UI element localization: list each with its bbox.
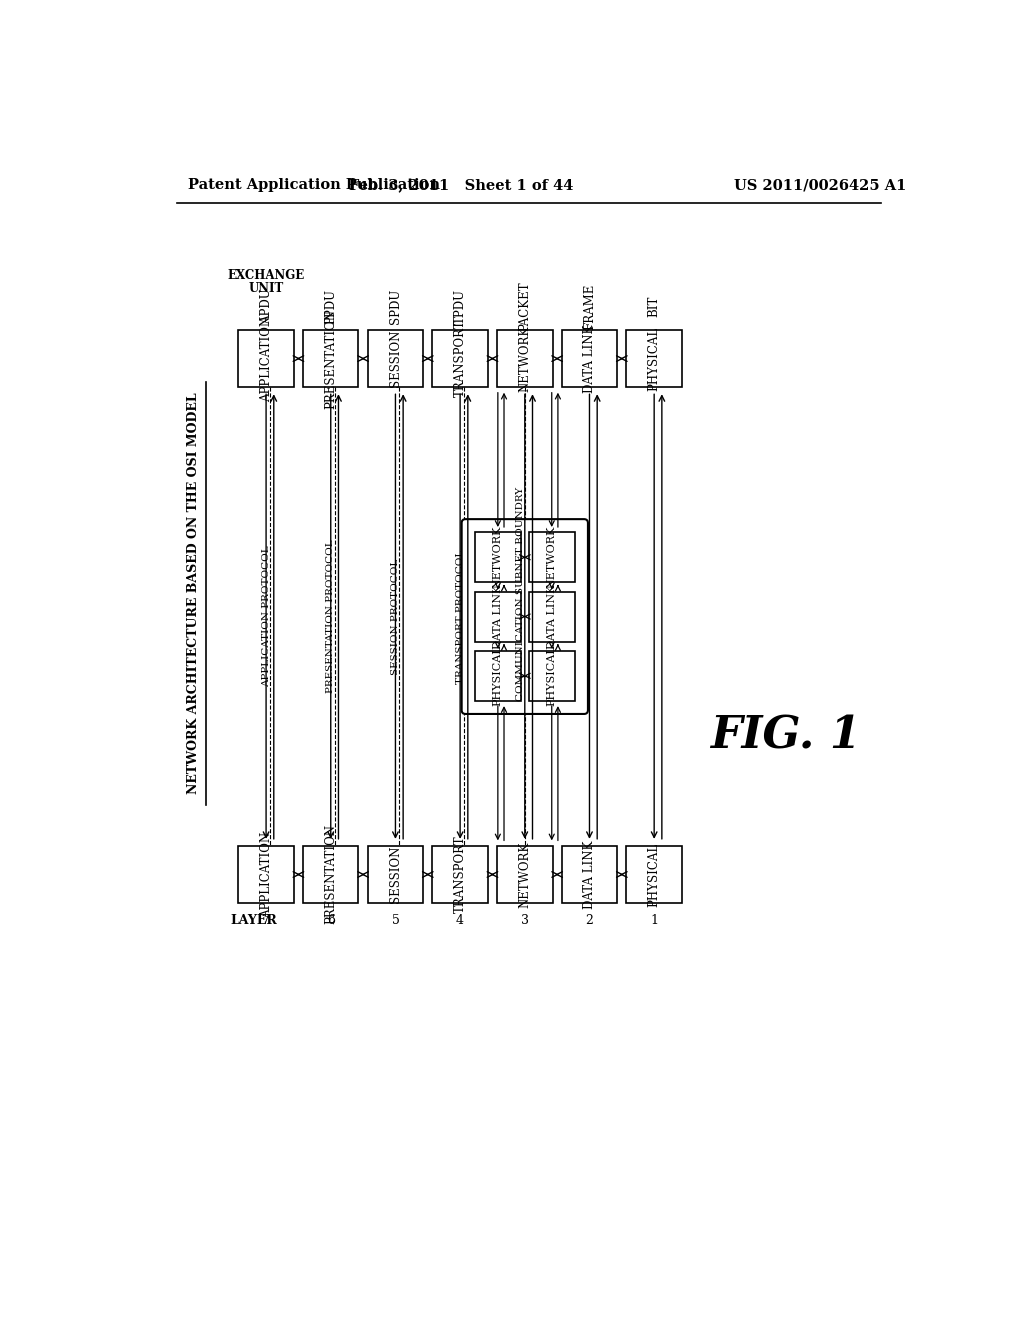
Bar bbox=[303, 330, 358, 388]
Text: 2: 2 bbox=[586, 913, 594, 927]
Text: NETWORK: NETWORK bbox=[547, 527, 557, 589]
Text: 6: 6 bbox=[327, 913, 335, 927]
Text: FIG. 1: FIG. 1 bbox=[710, 714, 860, 758]
Text: APPLICATION PROTOCOL: APPLICATION PROTOCOL bbox=[261, 545, 270, 688]
Text: DATA LINK: DATA LINK bbox=[583, 841, 596, 908]
Text: SESSION PROTOCOL: SESSION PROTOCOL bbox=[391, 558, 400, 675]
Bar bbox=[475, 591, 521, 642]
Bar bbox=[497, 330, 553, 388]
Text: Feb. 3, 2011   Sheet 1 of 44: Feb. 3, 2011 Sheet 1 of 44 bbox=[349, 178, 573, 193]
Text: EXCHANGE: EXCHANGE bbox=[227, 269, 305, 282]
Text: DATA LINK: DATA LINK bbox=[493, 585, 503, 649]
Text: 3: 3 bbox=[521, 913, 528, 927]
Bar bbox=[239, 846, 294, 903]
Text: 7: 7 bbox=[262, 913, 270, 927]
Text: US 2011/0026425 A1: US 2011/0026425 A1 bbox=[733, 178, 906, 193]
Bar bbox=[497, 846, 553, 903]
Text: PHYSICAL: PHYSICAL bbox=[493, 645, 503, 706]
Text: APDU: APDU bbox=[259, 289, 272, 325]
Bar bbox=[528, 591, 574, 642]
Text: APPLICATION: APPLICATION bbox=[259, 315, 272, 401]
Text: BIT: BIT bbox=[647, 296, 660, 317]
Text: APPLICATION: APPLICATION bbox=[259, 832, 272, 917]
Bar bbox=[528, 651, 574, 701]
Text: NETWORK: NETWORK bbox=[493, 527, 503, 589]
Text: PPDU: PPDU bbox=[325, 289, 337, 325]
Text: PRESENTATION: PRESENTATION bbox=[325, 309, 337, 409]
Text: NETWORK ARCHITECTURE BASED ON THE OSI MODEL: NETWORK ARCHITECTURE BASED ON THE OSI MO… bbox=[187, 392, 201, 795]
Bar bbox=[368, 846, 423, 903]
Bar bbox=[475, 532, 521, 582]
Text: COMMUNICATION SUBNET BOUNDRY: COMMUNICATION SUBNET BOUNDRY bbox=[516, 486, 525, 701]
Text: SESSION: SESSION bbox=[389, 846, 402, 903]
Bar bbox=[528, 532, 574, 582]
Text: 4: 4 bbox=[456, 913, 464, 927]
Text: 1: 1 bbox=[650, 913, 658, 927]
Bar bbox=[627, 330, 682, 388]
Text: DATA LINK: DATA LINK bbox=[583, 325, 596, 393]
Text: PHYSICAL: PHYSICAL bbox=[547, 645, 557, 706]
Bar bbox=[432, 846, 487, 903]
Bar bbox=[475, 651, 521, 701]
Bar bbox=[562, 846, 617, 903]
Text: SPDU: SPDU bbox=[389, 289, 402, 325]
Text: PRESENTATION: PRESENTATION bbox=[325, 825, 337, 924]
Bar bbox=[562, 330, 617, 388]
Text: FRAME: FRAME bbox=[583, 284, 596, 330]
Text: TRANSPORT PROTOCOL: TRANSPORT PROTOCOL bbox=[456, 549, 465, 684]
Bar bbox=[432, 330, 487, 388]
Text: Patent Application Publication: Patent Application Publication bbox=[188, 178, 440, 193]
Bar bbox=[627, 846, 682, 903]
Text: UNIT: UNIT bbox=[249, 282, 284, 296]
Bar bbox=[368, 330, 423, 388]
Text: PHYSICAL: PHYSICAL bbox=[647, 842, 660, 907]
Text: SESSION: SESSION bbox=[389, 330, 402, 387]
Text: PACKET: PACKET bbox=[518, 281, 531, 331]
Text: TRANSPORT: TRANSPORT bbox=[454, 319, 467, 397]
Bar bbox=[239, 330, 294, 388]
Text: DATA LINK: DATA LINK bbox=[547, 585, 557, 649]
Text: TPDU: TPDU bbox=[454, 289, 467, 325]
Text: 5: 5 bbox=[391, 913, 399, 927]
Bar bbox=[303, 846, 358, 903]
FancyBboxPatch shape bbox=[462, 519, 588, 714]
Text: NETWORK: NETWORK bbox=[518, 326, 531, 392]
Text: TRANSPORT: TRANSPORT bbox=[454, 836, 467, 913]
Text: PHYSICAL: PHYSICAL bbox=[647, 326, 660, 391]
Text: PRESENTATION PROTOCOL: PRESENTATION PROTOCOL bbox=[327, 540, 335, 693]
Text: LAYER: LAYER bbox=[230, 913, 278, 927]
Text: NETWORK: NETWORK bbox=[518, 841, 531, 908]
